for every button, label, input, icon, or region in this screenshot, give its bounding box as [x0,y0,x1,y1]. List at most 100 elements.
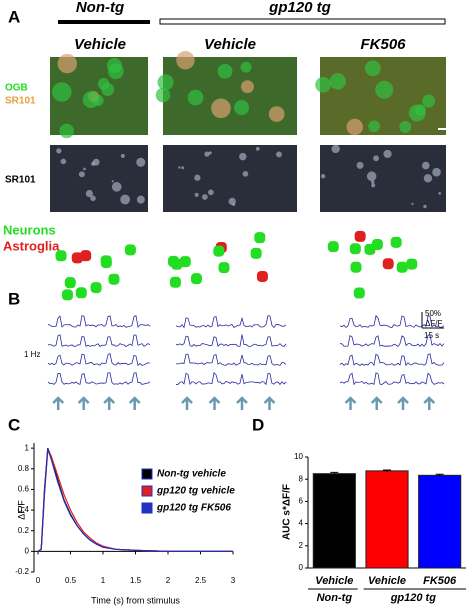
stimulus-arrow [77,396,90,410]
cell [194,174,201,181]
cell [82,91,100,108]
group-header: gp120 tg [268,0,331,16]
panel-label: D [252,415,264,434]
column-header: Vehicle [204,36,256,53]
segment-blob [354,230,366,242]
row-label: Astroglia [3,238,60,253]
x-tick-label: Vehicle [368,575,406,587]
cell [85,189,93,198]
cell [438,191,442,195]
line [37,448,233,552]
group-header: Non-tg [76,0,124,16]
segment-blob [213,245,225,257]
y-tick-label: 8 [299,474,304,483]
error-bar [330,471,339,475]
cell [329,73,346,90]
cell [90,195,96,202]
stimulus-arrow [181,396,193,410]
trace [339,372,445,386]
cell [157,74,174,91]
x-tick-label: 0 [36,576,41,585]
cell [204,151,210,157]
cell [331,144,340,154]
cell [432,167,441,177]
cell [356,161,364,169]
cell [56,148,62,154]
segment-blob [371,238,383,250]
error-bar [435,473,444,477]
stimulus-arrow [52,396,65,410]
x-tick-label: 2.5 [195,576,207,585]
stimulus-arrow [236,396,248,410]
x-tick-label: 0.5 [65,576,77,585]
cell [60,158,67,165]
error-bar [383,469,391,472]
cell [59,123,74,139]
legend-swatch [141,485,153,497]
x-tick-label: 3 [231,576,236,585]
y-tick-label: 1 [25,443,30,452]
segment-blob [190,273,202,285]
segment-blob [254,232,266,244]
cell [422,94,436,108]
segment-blob [382,258,394,270]
segment-blob [250,247,262,259]
segment-blob [353,287,365,299]
cell [364,60,381,77]
group-bar [58,20,150,24]
segment-blob [80,250,92,262]
cell [239,152,247,161]
legend-swatch [141,502,153,514]
cell [57,53,77,74]
y-tick-label: 10 [294,452,303,461]
bar [312,473,356,569]
cell [368,120,380,133]
cell [320,174,326,179]
group-label: Non-tg [317,592,353,604]
stimulus-arrow [103,396,116,410]
cell [208,189,214,196]
cell [371,180,375,184]
segment-blob [406,258,418,270]
trace [339,353,445,367]
cell [155,87,171,103]
segment-blob [327,241,339,253]
stimulus-arrow [208,396,221,410]
cell [136,195,145,204]
cell [111,181,122,192]
cell [234,100,250,116]
cell [52,82,72,102]
cell [366,171,377,181]
cell [97,78,110,90]
trace [175,334,287,347]
segment-blob [396,261,408,273]
segment-blob [169,276,181,288]
segment-blob [390,236,402,248]
row-label: SR101 [5,96,36,107]
legend-label: gp120 tg FK506 [156,503,231,514]
cell [276,151,282,158]
line [37,447,233,552]
cell [421,161,430,170]
column-header: FK506 [360,36,406,53]
group-label: gp120 tg [390,592,437,604]
cell [187,89,204,106]
cell [240,80,254,94]
group-bar [159,18,446,25]
cell [255,146,260,151]
cell [78,171,85,178]
cell [371,183,376,188]
segment-blob [349,243,361,255]
cell [136,157,146,167]
x-tick-label: 1 [101,576,106,585]
cell [268,106,285,122]
y-tick-label: 0.8 [18,464,30,473]
cell [194,192,199,197]
trace [47,372,151,385]
scale-bar [438,128,446,130]
segment-blob [256,270,268,282]
panel-label: C [8,415,20,434]
cell [240,61,252,73]
scale-label: 15 s [424,331,439,340]
